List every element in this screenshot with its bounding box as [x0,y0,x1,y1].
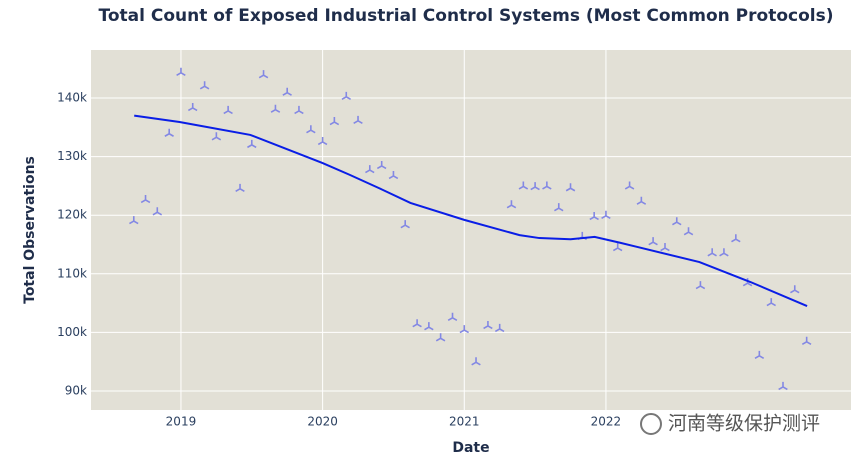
scatter-point [601,210,611,219]
y-tick-label: 130k [57,149,87,163]
scatter-point [542,181,552,190]
scatter-point [199,81,210,90]
scatter-point [388,170,399,180]
watermark-icon [640,413,662,435]
scatter-point [341,91,352,101]
y-tick-label: 90k [65,384,87,398]
scatter-point [754,350,765,360]
scatter-point [719,248,729,257]
scatter-point [412,319,422,328]
scatter-point [365,165,375,174]
scatter-point [554,203,564,212]
scatter-point [247,139,257,149]
scatter-point [164,128,174,137]
scatter-point [329,117,340,126]
watermark: 河南等级保护测评 [668,413,820,435]
scatter-point [731,234,741,243]
scatter-point [435,333,446,342]
scatter-point [317,136,328,146]
scatter-point [648,237,658,246]
scatter-point [211,132,222,141]
scatter-point [258,70,269,79]
scatter-point [140,194,151,204]
scatter-point [459,325,470,334]
scatter-point [400,220,410,229]
scatter-point [672,217,682,226]
x-tick-label: 2021 [449,415,480,429]
y-tick-label: 140k [57,90,87,104]
scatter-point [187,102,198,112]
scatter-point [790,285,800,294]
trend-line [134,114,808,307]
x-tick-label: 2019 [166,415,197,429]
plot-background [91,50,851,410]
scatter-point [624,181,635,190]
scatter-point [636,196,647,205]
x-axis-title: Date [452,440,489,456]
scatter-point [589,211,599,221]
scatter-point [518,181,529,190]
scatter-point [612,243,623,252]
scatter-point [483,320,493,330]
scatter-point [707,248,717,257]
y-tick-label: 100k [57,325,87,339]
x-tick-label: 2020 [307,415,338,429]
scatter-point [235,183,245,193]
scatter-point [506,200,517,209]
scatter-point [424,322,434,331]
y-tick-label: 110k [57,266,87,280]
scatter-point [353,115,363,125]
scatter-point [530,182,540,191]
scatter-point [447,312,458,321]
y-axis-title: Total Observations [22,156,38,304]
scatter-point [766,298,776,307]
scatter-point [270,104,281,113]
x-tick-label: 2022 [591,415,622,429]
scatter-point [471,357,481,366]
y-tick-label: 120k [57,208,87,222]
scatter-point [494,323,505,333]
scatter-point [306,125,316,134]
scatter-point [176,67,186,76]
scatter-point [695,281,706,290]
scatter-point [778,381,788,391]
scatter-point [376,160,387,170]
scatter-point [565,183,576,192]
scatter-point [660,243,670,252]
scatter-point [801,336,812,345]
scatter-point [152,207,163,216]
chart-title: Total Count of Exposed Industrial Contro… [99,6,834,26]
scatter-point [282,87,292,96]
scatter-point [223,105,233,115]
scatter-point [294,105,304,115]
scatter-point [683,227,694,236]
scatter-point [129,216,139,225]
